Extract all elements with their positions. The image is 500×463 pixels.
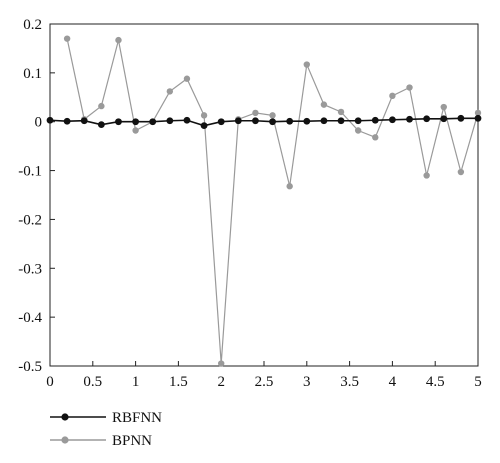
rbfnn-point	[217, 118, 225, 126]
rbfnn-point	[80, 117, 88, 125]
bpnn-point	[372, 134, 379, 141]
bpnn-point	[63, 35, 71, 42]
rbfnn-point	[115, 118, 122, 126]
bpnn-point	[406, 84, 413, 91]
rbfnn-point	[286, 117, 294, 125]
rbfnn-point	[354, 117, 362, 125]
series-layer	[46, 35, 482, 367]
bpnn-point	[320, 101, 328, 108]
rbfnn-point	[132, 118, 140, 126]
bpnn-point	[200, 112, 208, 119]
bpnn-legend-marker	[61, 436, 69, 444]
rbfnn-point	[234, 117, 242, 125]
plot-frame	[49, 23, 479, 367]
x-tick-label: 2.5	[255, 374, 274, 390]
rbfnn-point	[183, 116, 191, 124]
y-tick-label: -0.3	[18, 261, 42, 277]
rbfnn-point	[149, 118, 157, 126]
bpnn-point	[98, 102, 105, 110]
rbfnn-point	[269, 118, 276, 126]
rbfnn-point	[457, 114, 465, 122]
y-tick-label: -0.5	[18, 359, 42, 375]
bpnn-point	[474, 109, 482, 117]
rbfnn-legend-label: RBFNN	[112, 410, 162, 426]
rbfnn-point	[440, 115, 448, 123]
rbfnn-point	[474, 114, 482, 122]
rbfnn-point	[337, 117, 345, 125]
axis-ticks: 0 0.5 1 1.5 2 2.5 3 3.5 4 4.5 5 0.2 0.1 0 -0.1 -0.2 -0.3…	[18, 17, 482, 390]
bpnn-line	[66, 38, 479, 364]
bpnn-point	[183, 75, 191, 82]
x-tick-label: 3.5	[340, 374, 359, 390]
rbfnn-point	[97, 121, 105, 129]
bpnn-point	[286, 183, 293, 190]
bpnn-point	[440, 103, 447, 111]
y-tick-label: 0.1	[23, 66, 42, 82]
bpnn-point	[457, 168, 465, 176]
bpnn-point	[303, 61, 310, 68]
bpnn-point	[166, 88, 174, 95]
y-tick-label: 0.2	[23, 17, 42, 33]
rbfnn-point	[63, 117, 71, 125]
y-tick-label: -0.4	[18, 310, 42, 326]
rbfnn-point	[200, 122, 208, 130]
rbfnn-point	[303, 117, 311, 125]
bpnn-point	[389, 92, 396, 100]
x-tick-label: 5	[474, 374, 482, 390]
bpnn-point	[354, 127, 362, 134]
x-tick-label: 0.5	[83, 374, 102, 390]
x-tick-label: 4.5	[426, 374, 445, 390]
rbfnn-legend-marker	[61, 413, 69, 421]
bpnn-point	[218, 360, 225, 367]
bpnn-point	[269, 112, 276, 119]
bpnn-point	[423, 172, 430, 179]
y-tick-label: 0	[35, 115, 43, 131]
rbfnn-line	[49, 117, 478, 127]
bpnn-point	[252, 109, 259, 117]
bpnn-point	[132, 127, 139, 134]
rbfnn-point	[252, 117, 259, 125]
x-tick-label: 3	[303, 374, 311, 390]
rbfnn-point	[371, 116, 379, 124]
bpnn-legend-label: BPNN	[112, 433, 152, 449]
rbfnn-point	[423, 115, 431, 123]
bpnn-point	[115, 36, 122, 44]
x-tick-label: 0	[46, 374, 54, 390]
plot-axes	[49, 23, 479, 367]
legend: RBFNN BPNN	[50, 410, 162, 449]
bpnn-point	[337, 108, 345, 116]
x-tick-label: 1.5	[169, 374, 188, 390]
rbfnn-point	[166, 117, 174, 125]
rbfnn-point	[46, 116, 54, 124]
x-tick-label: 1	[132, 374, 140, 390]
rbfnn-point	[406, 115, 413, 123]
x-tick-label: 2	[217, 374, 225, 390]
rbfnn-point	[389, 116, 396, 124]
rbfnn-point	[320, 117, 328, 125]
y-tick-label: -0.2	[18, 212, 42, 228]
y-tick-label: -0.1	[18, 164, 42, 180]
x-tick-label: 4	[389, 374, 397, 390]
